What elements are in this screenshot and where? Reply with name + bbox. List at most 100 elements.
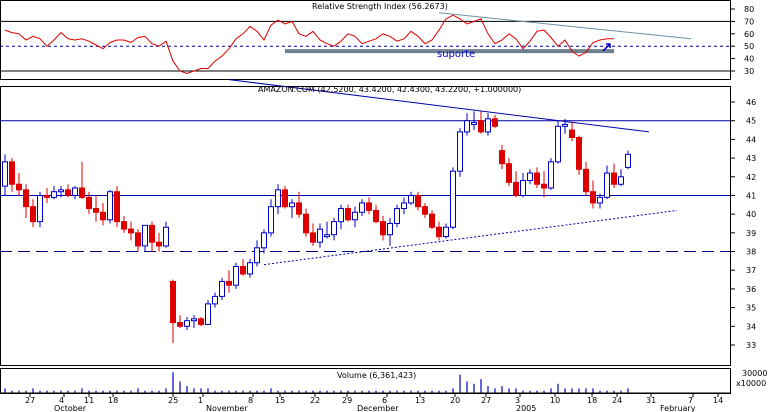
- candle-body: [422, 206, 428, 215]
- x-month-label: October: [54, 404, 87, 412]
- candle-body: [415, 194, 421, 208]
- candle-body: [303, 213, 309, 234]
- x-tick-label: 1: [198, 396, 203, 405]
- candle-body: [107, 191, 113, 221]
- candle-body: [16, 183, 22, 191]
- candle-body: [359, 202, 365, 213]
- candle-body: [625, 153, 631, 168]
- x-tick-label: 27: [25, 396, 35, 405]
- price-tick-label: 45: [746, 117, 756, 126]
- candle-body: [331, 221, 337, 236]
- rsi-tick-label: 70: [744, 17, 754, 26]
- candle-body: [373, 209, 379, 223]
- candle-body: [219, 280, 225, 297]
- candle-body: [100, 211, 106, 221]
- candle-body: [492, 118, 498, 127]
- candle-body: [86, 196, 92, 210]
- candle-body: [163, 226, 169, 247]
- price-tick-label: 40: [746, 210, 756, 219]
- volume-tick-label: 30000: [742, 369, 767, 378]
- candle-body: [205, 303, 211, 325]
- x-tick-label: 22: [310, 396, 320, 405]
- candle-body: [128, 228, 134, 234]
- volume-multiplier-label: x10000: [736, 379, 766, 388]
- candle-body: [198, 318, 204, 325]
- price-tick-label: 41: [746, 191, 756, 200]
- candle-body: [478, 120, 484, 133]
- candle-body: [184, 320, 190, 327]
- candle-body: [408, 194, 414, 204]
- candle-body: [72, 187, 78, 196]
- candle-body: [457, 131, 463, 172]
- candle-body: [247, 262, 253, 275]
- candle-body: [121, 221, 127, 230]
- candle-body: [135, 232, 141, 247]
- candle-body: [611, 172, 617, 185]
- x-tick-label: 8: [248, 396, 253, 405]
- candle-body: [429, 213, 435, 228]
- x-month-label: December: [357, 404, 399, 412]
- candle-body: [471, 122, 477, 125]
- candle-body: [576, 137, 582, 170]
- candle-body: [541, 183, 547, 189]
- candle-body: [177, 322, 183, 327]
- x-tick-label: 11: [84, 396, 94, 405]
- candle-body: [597, 196, 603, 204]
- candle-body: [51, 191, 57, 198]
- candle-body: [275, 189, 281, 208]
- candle-body: [142, 224, 148, 247]
- price-tick-label: 36: [746, 285, 756, 294]
- candle-body: [324, 234, 330, 238]
- price-tick-label: 37: [746, 266, 756, 275]
- candle-body: [548, 161, 554, 189]
- price-frame: [0, 86, 731, 366]
- candle-body: [191, 318, 197, 322]
- rsi-frame: [0, 0, 731, 80]
- x-tick-label: 31: [646, 396, 656, 405]
- price-tick-label: 35: [746, 304, 756, 313]
- x-tick-label: 10: [550, 396, 560, 405]
- candle-body: [618, 176, 624, 185]
- rsi-support-annotation: suporte: [437, 49, 475, 60]
- x-tick-label: 18: [108, 396, 118, 405]
- candle-body: [464, 120, 470, 133]
- candle-body: [289, 202, 295, 208]
- price-title: AMAZON.COM (42.5200, 43.4200, 42.4300, 4…: [258, 85, 521, 94]
- rsi-tick-label: 80: [744, 5, 754, 14]
- rsi-panel: 80 70 60 50 40 30: [0, 0, 754, 80]
- candle-body: [527, 172, 533, 182]
- x-tick-label: 24: [612, 396, 622, 405]
- candle-body: [338, 208, 344, 223]
- candle-body: [58, 189, 64, 193]
- candle-body: [9, 161, 15, 185]
- candle-body: [436, 226, 442, 238]
- rsi-trend-line: [438, 12, 692, 40]
- x-tick-label: 15: [275, 396, 285, 405]
- candle-body: [534, 172, 540, 185]
- rsi-title: Relative Strength Index (56.2673): [312, 2, 448, 11]
- x-tick-label: 4: [59, 396, 64, 405]
- candle-body: [499, 150, 505, 165]
- candle-body: [114, 191, 120, 223]
- candle-body: [485, 118, 491, 133]
- candle-body: [569, 129, 575, 139]
- candle-body: [282, 189, 288, 208]
- candle-body: [317, 228, 323, 243]
- x-tick-label: 29: [342, 396, 352, 405]
- candle-body: [93, 208, 99, 213]
- candle-body: [352, 211, 358, 221]
- candle-body: [310, 232, 316, 243]
- candle-body: [520, 180, 526, 196]
- candle-body: [44, 194, 50, 198]
- rsi-arrow-icon: [602, 43, 611, 52]
- candle-body: [65, 189, 71, 196]
- x-tick-label: 25: [168, 396, 178, 405]
- candle-body: [380, 221, 386, 236]
- candle-body: [401, 202, 407, 210]
- candle-body: [555, 125, 561, 163]
- price-tick-label: 38: [746, 248, 756, 257]
- price-tick-label: 44: [746, 135, 756, 144]
- price-resistance-line: [228, 79, 650, 133]
- candle-body: [23, 189, 29, 208]
